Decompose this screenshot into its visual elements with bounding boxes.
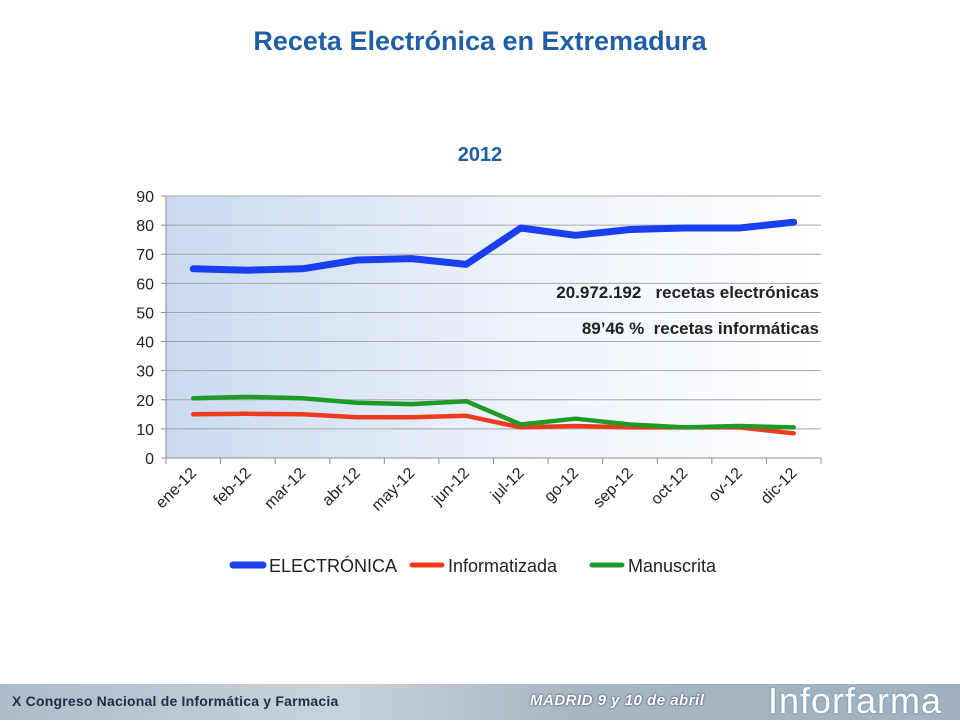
x-tick-label: oct-12: [648, 465, 692, 509]
y-tick-label: 70: [136, 247, 154, 264]
x-tick-label: jul-12: [487, 465, 527, 505]
y-tick-label: 80: [136, 218, 154, 235]
y-tick-label: 10: [136, 422, 154, 439]
y-tick-label: 60: [136, 276, 154, 293]
x-tick-label: ov-12: [706, 465, 746, 505]
y-tick-label: 30: [136, 364, 154, 381]
series-line-electrónica: [189, 218, 798, 274]
legend-label: Informatizada: [448, 556, 558, 576]
footer-banner: X Congreso Nacional de Informática y Far…: [0, 680, 960, 721]
footer-date-text: MADRID 9 y 10 de abril: [530, 692, 705, 709]
y-tick-label: 40: [136, 335, 154, 352]
footer-congress-text: X Congreso Nacional de Informática y Far…: [12, 693, 339, 709]
annotation-percent-informaticas: 89’46 % recetas informáticas: [581, 319, 819, 338]
x-tick-label: sep-12: [590, 465, 637, 512]
x-tick-label: go-12: [541, 465, 582, 506]
y-tick-label: 50: [136, 305, 154, 322]
x-tick-label: may-12: [369, 465, 419, 515]
series-line-manuscrita: [191, 394, 796, 430]
slide-title: Receta Electrónica en Extremadura: [253, 26, 707, 56]
x-tick-label: dic-12: [758, 465, 801, 508]
x-tick-label: abr-12: [319, 465, 364, 510]
chart-title: 2012: [457, 144, 503, 166]
inforfarma-logo: Inforfarma: [768, 680, 943, 721]
y-tick-label: 0: [145, 451, 154, 468]
y-tick-label: 90: [136, 189, 154, 206]
x-tick-label: ene-12: [153, 465, 200, 512]
x-tick-label: feb-12: [211, 465, 255, 509]
x-tick-label: jun-12: [429, 465, 473, 509]
legend-label: ELECTRÓNICA: [269, 555, 397, 576]
y-tick-label: 20: [136, 393, 154, 410]
annotation-total-recetas: 20.972.192 recetas electrónicas: [556, 283, 819, 302]
x-tick-label: mar-12: [261, 465, 309, 513]
legend-label: Manuscrita: [628, 556, 717, 576]
line-chart: 0 10 20 30 40 50 60 70 80 90 ene-12 feb-12 mar-12 abr…: [136, 189, 822, 576]
